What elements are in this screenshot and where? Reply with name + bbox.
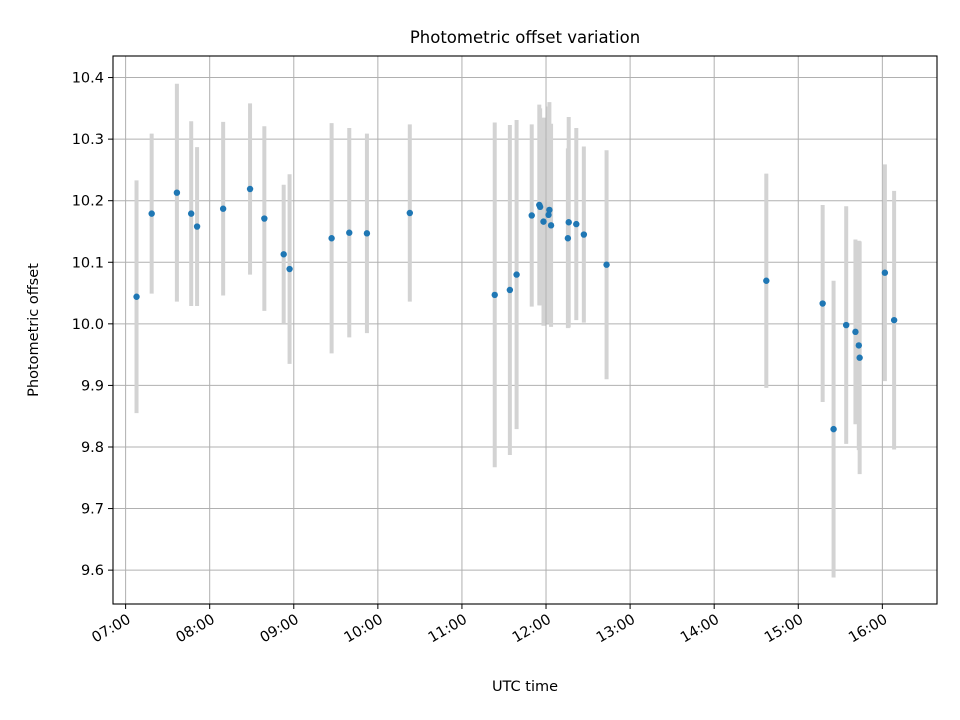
data-point: [573, 220, 580, 228]
data-point: [881, 269, 889, 276]
y-axis-label: Photometric offset: [26, 263, 42, 397]
data-point: [346, 229, 353, 236]
data-point: [173, 189, 181, 196]
data-point: [819, 300, 826, 307]
data-point: [564, 235, 572, 242]
data-point: [219, 205, 227, 212]
data-point: [261, 215, 268, 222]
data-point: [133, 293, 140, 300]
data-point: [363, 230, 371, 237]
data-point: [148, 210, 155, 217]
y-tick-label: 10.3: [72, 132, 104, 148]
y-tick-label: 9.7: [81, 502, 104, 518]
data-point: [547, 222, 555, 229]
data-point: [842, 321, 850, 329]
data-point: [536, 203, 544, 211]
y-tick-label: 9.9: [81, 378, 104, 394]
data-points: [133, 185, 898, 433]
data-point: [830, 425, 837, 433]
data-point: [246, 185, 254, 193]
data-point: [513, 271, 520, 278]
chart-title: Photometric offset variation: [410, 28, 640, 47]
data-point: [852, 328, 859, 336]
data-point: [565, 219, 572, 226]
x-axis-label: UTC time: [492, 679, 558, 695]
data-point: [856, 354, 863, 361]
data-point: [280, 251, 287, 258]
data-point: [528, 212, 535, 219]
data-point: [545, 211, 552, 219]
plot-frame: [112, 55, 938, 605]
data-point: [491, 291, 498, 299]
data-point: [540, 218, 547, 225]
data-point: [580, 231, 588, 238]
data-point: [187, 210, 195, 217]
data-point: [506, 286, 514, 294]
data-point: [286, 265, 293, 273]
data-point: [763, 277, 770, 284]
data-point: [328, 235, 335, 242]
data-point: [603, 261, 610, 268]
data-point: [193, 223, 201, 230]
data-point: [890, 316, 898, 324]
y-tick-label: 9.8: [81, 440, 104, 456]
grid-lines: [113, 56, 937, 604]
data-point: [546, 206, 553, 214]
data-point: [406, 209, 414, 217]
y-tick-label: 10.4: [72, 71, 104, 87]
y-tick-label: 10.2: [72, 194, 104, 210]
y-tick-label: 10.1: [72, 255, 104, 271]
y-tick-label: 10.0: [72, 317, 104, 333]
y-axis-ticks: 9.6 9.7 9.8 9.9 10.0 10.1 10.2 10.3 10.4: [72, 71, 113, 579]
data-point: [855, 342, 863, 349]
y-tick-label: 9.6: [81, 563, 104, 579]
